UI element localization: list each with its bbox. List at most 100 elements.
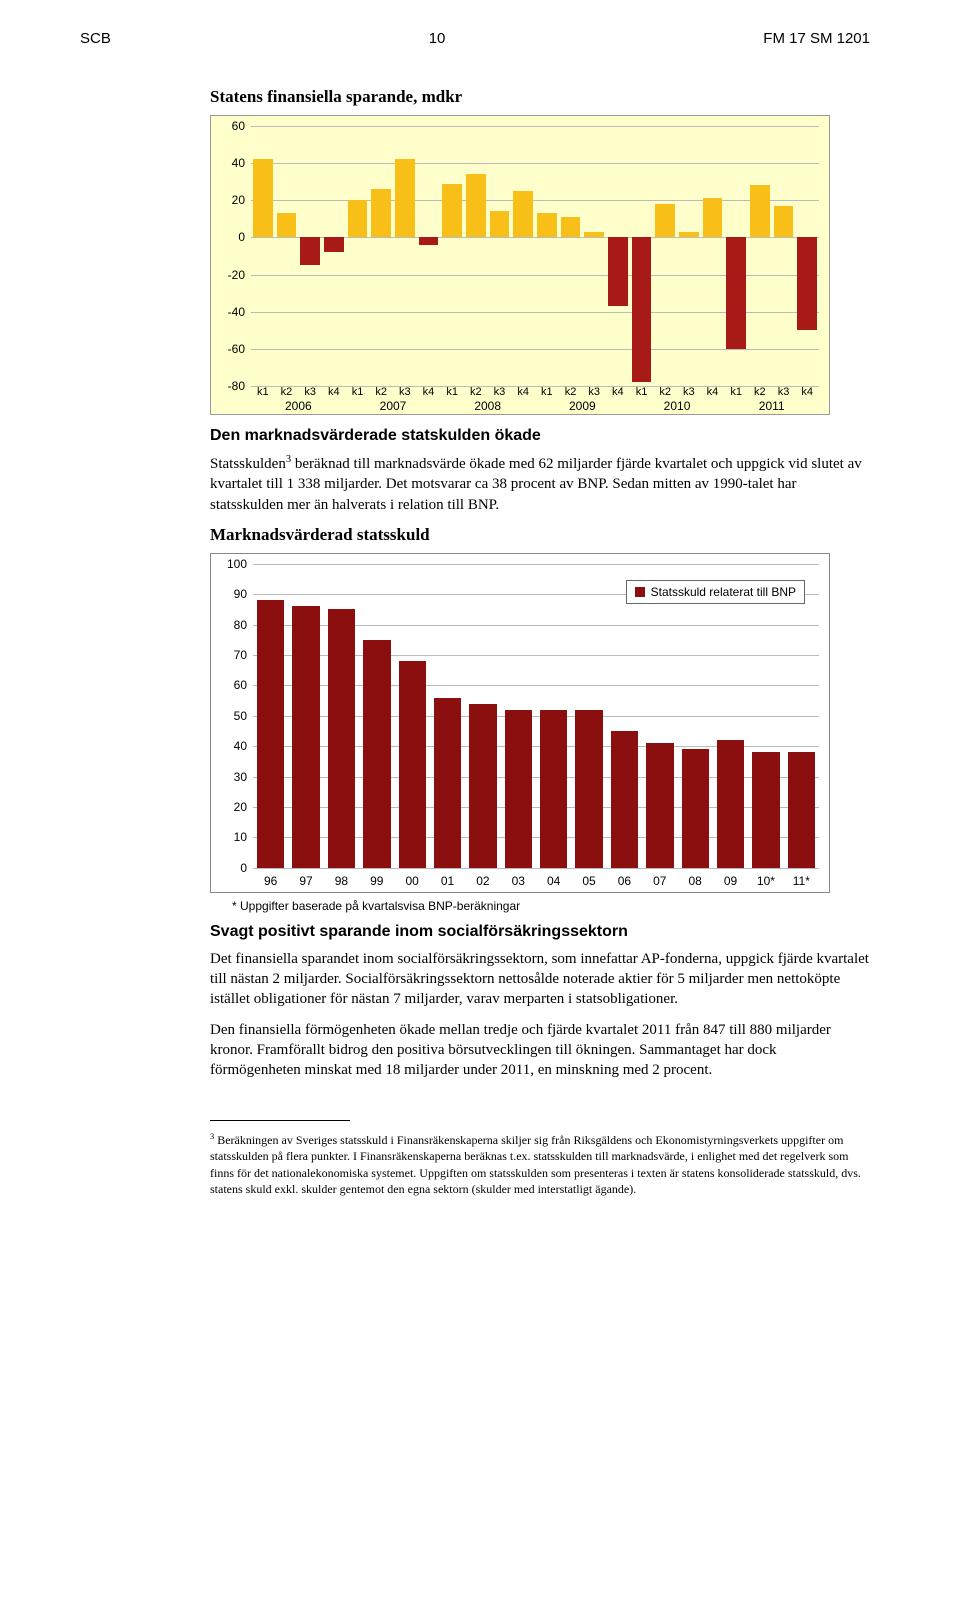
- chart1: 6040200-20-40-60-80 k1k2k3k42006k1k2k3k4…: [210, 115, 830, 415]
- chart1-ylabel: -20: [217, 268, 245, 282]
- chart2-bar: [717, 740, 744, 868]
- chart2-ylabel: 80: [219, 618, 247, 632]
- chart1-bar: [395, 159, 415, 237]
- chart1-bar: [703, 198, 723, 237]
- chart1-bar: [490, 211, 510, 237]
- chart1-quarter-label: k4: [801, 386, 813, 398]
- chart1-bar: [537, 213, 557, 237]
- chart2-xlabel: 08: [678, 874, 713, 888]
- chart1-bar: [750, 185, 770, 237]
- chart1-quarter-label: k4: [328, 386, 340, 398]
- section1-para1-pre: Statsskulden: [210, 456, 286, 472]
- chart2-bar: [469, 704, 496, 868]
- chart1-quarter-label: k3: [683, 386, 695, 398]
- chart2-xlabel: 02: [465, 874, 500, 888]
- chart2-bar: [363, 640, 390, 868]
- chart2-footnote: * Uppgifter baserade på kvartalsvisa BNP…: [232, 899, 870, 913]
- chart1-quarter-label: k2: [659, 386, 671, 398]
- header-right: FM 17 SM 1201: [763, 30, 870, 47]
- chart2-bar: [328, 609, 355, 867]
- chart1-quarter-label: k4: [612, 386, 624, 398]
- chart1-quarter-label: k4: [707, 386, 719, 398]
- chart1-quarter-label: k3: [494, 386, 506, 398]
- section2-heading: Svagt positivt sparande inom socialförsä…: [210, 923, 870, 941]
- chart1-quarter-label: k2: [470, 386, 482, 398]
- chart1-quarter-label: k1: [636, 386, 648, 398]
- chart1-quarter-label: k1: [730, 386, 742, 398]
- chart1-ylabel: -60: [217, 342, 245, 356]
- chart1-bar: [608, 237, 628, 306]
- chart2-title: Marknadsvärderad statsskuld: [210, 525, 870, 545]
- chart2-bar: [399, 661, 426, 868]
- chart2-xlabel: 09: [713, 874, 748, 888]
- chart2-xlabel: 10*: [748, 874, 783, 888]
- chart2-xlabel: 01: [430, 874, 465, 888]
- chart1-xgroup: k1k2k3k42007: [346, 386, 441, 412]
- header-left: SCB: [80, 30, 111, 47]
- chart2-ylabel: 60: [219, 678, 247, 692]
- chart1-year-label: 2007: [346, 399, 441, 413]
- chart2-xlabel: 07: [642, 874, 677, 888]
- chart1-bar: [561, 217, 581, 237]
- chart2-ylabel: 40: [219, 739, 247, 753]
- chart2-bar: [682, 749, 709, 868]
- section1-para1: Statsskulden3 beräknad till marknadsvärd…: [210, 453, 870, 515]
- chart2-ylabel: 70: [219, 648, 247, 662]
- chart2-xlabel: 06: [607, 874, 642, 888]
- chart1-bar: [277, 213, 297, 237]
- chart2-ylabel: 50: [219, 709, 247, 723]
- chart2-xlabel: 98: [324, 874, 359, 888]
- chart1-title: Statens finansiella sparande, mdkr: [210, 87, 870, 107]
- footnote-separator: [210, 1120, 350, 1121]
- chart1-bar: [797, 237, 817, 330]
- chart1-xgroup: k1k2k3k42008: [440, 386, 535, 412]
- chart1-bar: [348, 200, 368, 237]
- chart1-quarter-label: k1: [257, 386, 269, 398]
- chart1-bar: [655, 204, 675, 237]
- chart2-bar: [611, 731, 638, 868]
- chart1-bar: [632, 237, 652, 382]
- chart2-bar: [646, 743, 673, 868]
- chart2-bar: [788, 752, 815, 868]
- chart1-xgroup: k1 k2 k3 k42010: [630, 386, 725, 412]
- chart1-quarter-label: k1: [352, 386, 364, 398]
- section1-heading: Den marknadsvärderade statskulden ökade: [210, 427, 870, 445]
- chart1-bar: [679, 232, 699, 238]
- chart1-quarter-label: k2: [281, 386, 293, 398]
- chart2-ylabel: 90: [219, 587, 247, 601]
- chart1-quarter-label: k2: [754, 386, 766, 398]
- footnote3-text: Beräkningen av Sveriges statsskuld i Fin…: [210, 1133, 861, 1196]
- chart2-xlabel: 11*: [784, 874, 819, 888]
- chart1-quarter-label: k1: [541, 386, 553, 398]
- chart1-bar: [419, 237, 439, 244]
- chart1-quarter-label: k2: [375, 386, 387, 398]
- chart2-ylabel: 30: [219, 770, 247, 784]
- chart2-ylabel: 100: [219, 557, 247, 571]
- chart1-bar: [584, 232, 604, 238]
- header-center: 10: [429, 30, 446, 47]
- chart1-bar: [466, 174, 486, 237]
- chart1-ylabel: 0: [217, 230, 245, 244]
- chart1-ylabel: 20: [217, 193, 245, 207]
- chart1-bar: [726, 237, 746, 348]
- section2-para1: Det finansiella sparandet inom socialför…: [210, 949, 870, 1010]
- chart2-xlabel: 97: [288, 874, 323, 888]
- chart2-legend-label: Statsskuld relaterat till BNP: [651, 585, 796, 599]
- chart2-bar: [434, 698, 461, 868]
- chart1-year-label: 2008: [440, 399, 535, 413]
- chart2-bar: [540, 710, 567, 868]
- chart2-bar: [505, 710, 532, 868]
- chart1-bar: [513, 191, 533, 237]
- chart1-ylabel: -40: [217, 305, 245, 319]
- chart1-quarter-label: k2: [565, 386, 577, 398]
- chart1-bar: [774, 206, 794, 238]
- chart2-xlabel: 04: [536, 874, 571, 888]
- footnote-3: 3 Beräkningen av Sveriges statsskuld i F…: [210, 1131, 870, 1197]
- chart1-year-label: 2011: [724, 399, 819, 413]
- chart1-bar: [300, 237, 320, 265]
- chart2-ylabel: 20: [219, 800, 247, 814]
- chart1-year-label: 2010: [630, 399, 725, 413]
- chart1-quarter-label: k3: [304, 386, 316, 398]
- chart1-xgroup: k1k2k3k42011: [724, 386, 819, 412]
- chart1-bar: [371, 189, 391, 237]
